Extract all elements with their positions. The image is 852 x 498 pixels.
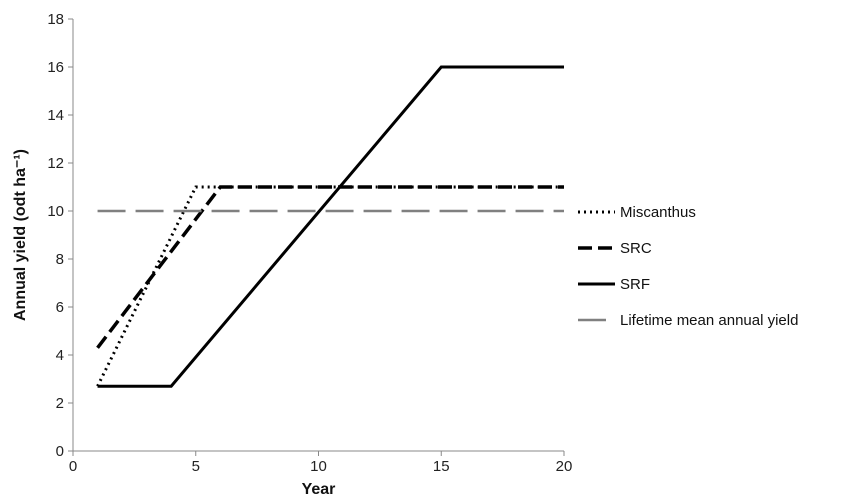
series-line-miscanthus (96, 185, 564, 387)
series-line-srf (97, 65, 564, 388)
y-tick-label: 2 (56, 395, 64, 412)
series-line-src (96, 185, 564, 349)
y-tick-label: 10 (47, 203, 64, 220)
legend-label: Lifetime mean annual yield (620, 312, 798, 329)
y-tick-label: 6 (56, 299, 64, 316)
y-tick-label: 4 (56, 347, 64, 364)
series-layer (96, 65, 564, 388)
y-tick-label: 8 (56, 251, 64, 268)
legend-item: SRF (578, 276, 650, 293)
legend-item: Lifetime mean annual yield (578, 312, 798, 329)
x-tick-label: 20 (556, 458, 573, 475)
legend-item: SRC (578, 240, 652, 257)
tick-labels: 0 2 4 6 8 10 12 14 16 18 0 5 10 15 20 (47, 11, 572, 475)
legend: Miscanthus SRC SRF Lifetime mean annual yie… (578, 204, 798, 329)
y-tick-label: 0 (56, 443, 64, 460)
legend-label: Miscanthus (620, 204, 696, 221)
y-tick-label: 14 (47, 107, 64, 124)
x-axis-title: Year (302, 481, 336, 498)
x-tick-label: 0 (69, 458, 77, 475)
legend-label: SRC (620, 240, 652, 257)
legend-item: Miscanthus (578, 204, 696, 221)
x-tick-label: 5 (192, 458, 200, 475)
x-tick-label: 15 (433, 458, 450, 475)
axes (68, 18, 565, 456)
legend-label: SRF (620, 276, 650, 293)
y-axis-title: Annual yield (odt ha⁻¹) (12, 149, 29, 321)
y-tick-label: 12 (47, 155, 64, 172)
y-tick-label: 16 (47, 59, 64, 76)
y-tick-label: 18 (47, 11, 64, 28)
x-tick-label: 10 (310, 458, 327, 475)
